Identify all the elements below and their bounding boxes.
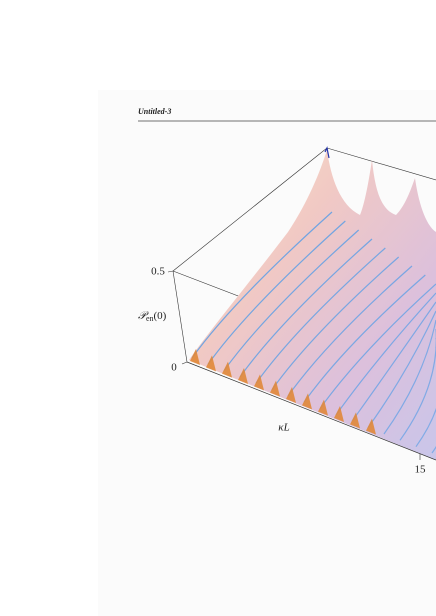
edge-tooth [190, 349, 200, 365]
front-edge [186, 361, 436, 461]
ridge [223, 229, 360, 372]
axis-label-symbol: 𝒫 [138, 310, 149, 322]
tick-label: 0 [171, 362, 177, 374]
surface [189, 150, 436, 460]
ridge [271, 256, 400, 391]
axis-label: κL [278, 422, 289, 434]
tick [167, 270, 174, 273]
axis-label: 𝒫en(0) [138, 310, 167, 323]
ridge [415, 338, 436, 448]
ridge [335, 292, 436, 416]
edge-tooth [302, 393, 312, 410]
tick-label: 15 [415, 464, 427, 476]
surface-edge [190, 349, 376, 435]
edge-tooth [318, 399, 328, 416]
axis-label-subscript: en [146, 314, 154, 323]
ridge [303, 274, 426, 403]
surface-ridges [191, 211, 436, 454]
tick-label: 0.5 [151, 266, 165, 278]
ridge [399, 329, 436, 441]
ridge [239, 238, 373, 378]
ridge [207, 220, 346, 365]
edge-tooth [206, 355, 216, 372]
edge-tooth [238, 368, 248, 384]
edge-tooth [222, 361, 232, 378]
ridge [287, 265, 413, 397]
edge-tooth [350, 412, 360, 429]
edge-tooth [286, 387, 296, 403]
ridge [255, 247, 386, 384]
ridge [383, 319, 436, 435]
ridge [351, 301, 436, 422]
tick [181, 361, 188, 365]
peak-edge [324, 146, 330, 159]
edge-tooth [334, 406, 344, 422]
ridge [367, 310, 436, 429]
ridge [319, 283, 436, 410]
edge-tooth [270, 380, 280, 397]
edge-tooth [254, 374, 264, 391]
ridge [191, 211, 333, 359]
edge-tooth [366, 418, 376, 435]
axis-label-argument: (0) [154, 310, 167, 322]
window-title: Untitled-3 [138, 107, 171, 116]
